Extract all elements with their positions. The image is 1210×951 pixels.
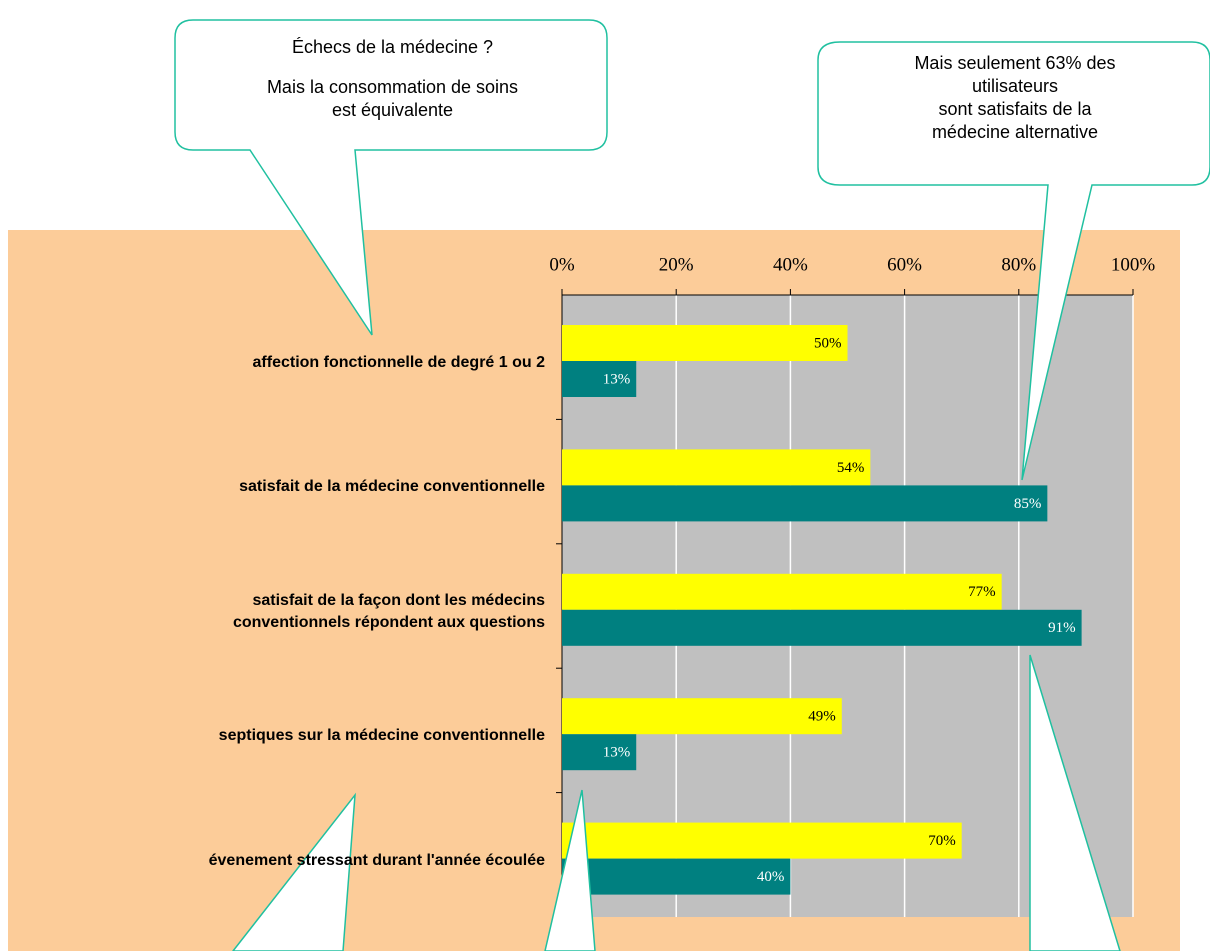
x-tick-label: 100% (1111, 254, 1156, 275)
bar (562, 573, 1002, 610)
data-label: 40% (757, 869, 785, 885)
bar (562, 361, 637, 397)
callout-bubble (174, 19, 608, 336)
callout-tail (1029, 654, 1121, 951)
y-tick-label: satisfait de la façon dont les médecins … (232, 591, 545, 631)
callout-tail (544, 789, 596, 951)
x-tick-label: 60% (887, 254, 922, 275)
data-label: 49% (808, 709, 836, 725)
y-tick-label: évenement stressant durant l'année écoul… (208, 851, 545, 869)
data-label: 70% (928, 833, 956, 849)
annotation: Mais seulement 63% des utilisateurs sont… (914, 53, 1116, 142)
data-label: 13% (603, 371, 631, 387)
bar (562, 449, 871, 486)
bar (562, 822, 962, 859)
bar (562, 485, 1048, 522)
data-label: 54% (837, 460, 865, 476)
bar (562, 698, 842, 735)
data-label: 13% (603, 745, 631, 761)
y-tick-label: septiques sur la médecine conventionnell… (218, 727, 545, 745)
bar (562, 325, 848, 361)
annotation: Mais la consommation de soins est équiva… (266, 77, 519, 120)
y-tick-label: affection fonctionnelle de degré 1 ou 2 (252, 354, 545, 371)
annotation: Échecs de la médecine ? (291, 37, 494, 57)
callout-bubble (817, 41, 1210, 481)
x-tick-label: 40% (773, 254, 808, 275)
data-label: 85% (1014, 496, 1042, 512)
x-tick-label: 0% (549, 254, 575, 275)
data-label: 50% (814, 335, 842, 351)
bar (562, 734, 637, 771)
x-tick-label: 80% (1001, 254, 1036, 275)
x-tick-label: 20% (659, 254, 694, 275)
bar (562, 609, 1082, 646)
callout-tail (232, 792, 356, 951)
data-label: 77% (968, 584, 996, 600)
data-label: 91% (1048, 620, 1076, 636)
y-tick-label: satisfait de la médecine conventionnelle (239, 478, 545, 496)
bar (562, 858, 791, 895)
